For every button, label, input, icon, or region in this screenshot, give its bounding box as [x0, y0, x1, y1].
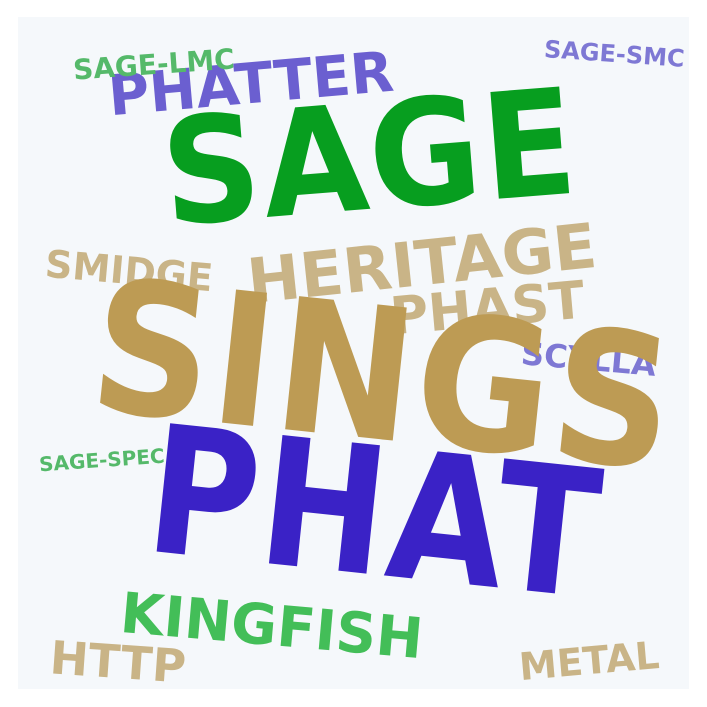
word-cloud-panel: PHATTER SAGE-LMC SAGE-SMC SAGE SMIDGE HE… — [18, 17, 689, 689]
word-sage-spec: SAGE-SPEC — [38, 443, 166, 477]
word-metal: METAL — [517, 632, 662, 689]
word-http: HTTP — [48, 630, 188, 689]
